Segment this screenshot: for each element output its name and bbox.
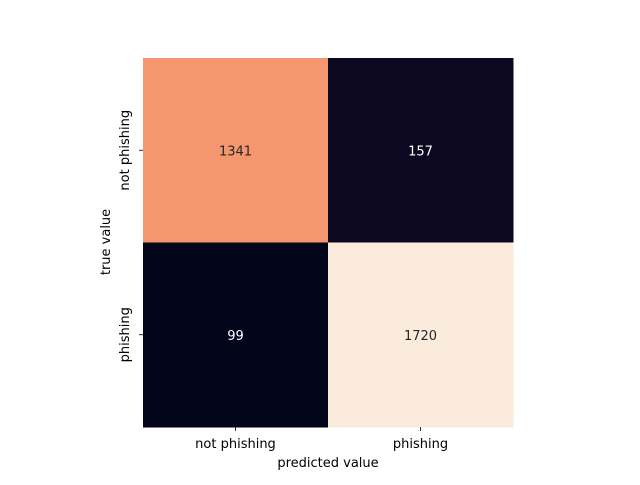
heatmap-cell xyxy=(328,58,514,243)
y-axis-label: true value xyxy=(99,209,114,275)
heatmap-cell xyxy=(143,58,329,243)
y-tick-label: phishing xyxy=(118,307,133,362)
y-tick-label: not phishing xyxy=(118,110,133,191)
heatmap-cell xyxy=(143,242,329,428)
y-axis-ticks: not phishing phishing xyxy=(118,110,143,362)
x-tick-label: phishing xyxy=(393,437,448,452)
x-tick-label: not phishing xyxy=(195,437,276,452)
cell-value-label: 99 xyxy=(227,329,244,344)
heatmap-cell xyxy=(328,242,514,428)
cell-value-label: 1720 xyxy=(404,329,437,344)
heatmap-cells xyxy=(143,58,514,428)
heatmap-cell-labels: 1341 157 99 1720 xyxy=(219,144,437,344)
cell-value-label: 157 xyxy=(408,144,433,159)
x-axis-ticks: not phishing phishing xyxy=(195,427,448,452)
cell-value-label: 1341 xyxy=(219,144,252,159)
x-axis-label: predicted value xyxy=(277,456,378,471)
